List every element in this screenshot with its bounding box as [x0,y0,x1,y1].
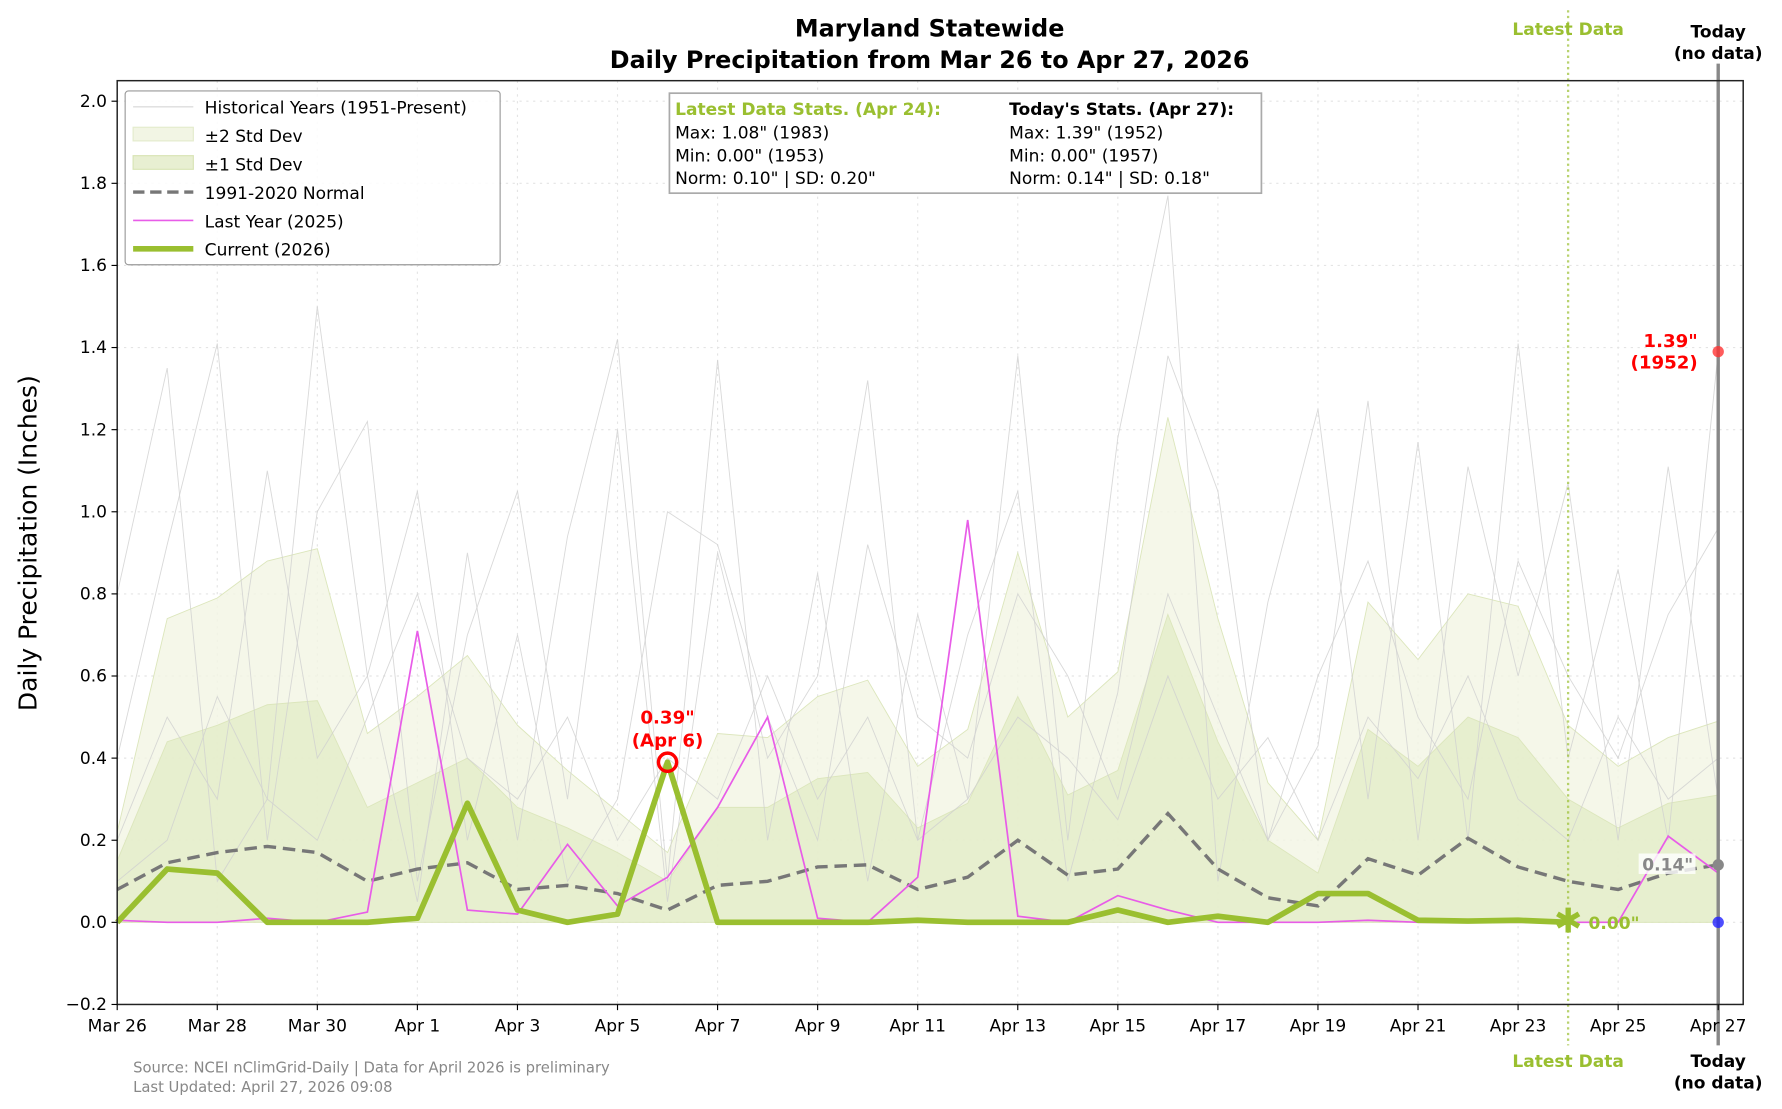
normal-today-label-bg [1638,853,1696,874]
normal-today-label: 0.14" [1642,856,1693,876]
x-tick-label: Apr 15 [1090,1017,1147,1037]
x-tick-label: Apr 7 [695,1017,741,1037]
legend-last-year: Last Year (2025) [205,212,344,232]
x-tick-label: Apr 13 [989,1017,1046,1037]
today-stat-max: Max: 1.39" (1952) [1009,124,1163,144]
latest-data-label-top: Latest Data [1512,20,1624,40]
historical-year-line [116,592,1719,882]
legend: Historical Years (1951-Present) ±2 Std D… [124,90,501,266]
y-tick-label: 0.8 [80,585,107,605]
today-stat-min: Min: 0.00" (1957) [1009,146,1158,166]
legend-normal: 1991-2020 Normal [205,184,365,204]
historical-lines [116,195,1719,902]
x-tick-label: Mar 28 [188,1017,247,1037]
legend-sd2: ±2 Std Dev [205,127,303,147]
legend-historical: Historical Years (1951-Present) [205,99,467,119]
chart-subtitle: Daily Precipitation from Mar 26 to Apr 2… [610,46,1250,74]
latest-data-label-bottom: Latest Data [1512,1052,1624,1072]
historical-year-line [116,195,1719,902]
x-tick-label: Mar 30 [288,1017,347,1037]
normal-today-marker [1712,859,1724,871]
y-tick-label: 2.0 [80,92,107,112]
plot-frame [116,79,1744,1006]
today-label-top: Today [1691,22,1746,42]
today-label-bottom-sub: (no data) [1674,1074,1763,1094]
y-tick-label: 0.0 [80,913,107,933]
min-today-marker [1712,916,1724,929]
current-max-date: (Apr 6) [632,730,704,751]
latest-stat-norm: Norm: 0.10" | SD: 0.20" [675,169,876,189]
x-tick-label: Apr 11 [889,1017,946,1037]
y-tick-label: 1.2 [80,420,107,440]
latest-data-value: 0.00" [1589,914,1640,934]
legend-current: Current (2026) [205,241,331,261]
latest-data-marker: ✱ [1554,902,1583,942]
normal-line [116,811,1719,912]
y-tick-label: 0.6 [80,667,107,687]
y-tick-label: 1.4 [80,338,107,358]
footer-source: Source: NCEI nClimGrid-Daily | Data for … [133,1060,610,1077]
current-max-marker [656,751,679,774]
today-stat-norm: Norm: 0.14" | SD: 0.18" [1009,169,1210,189]
legend-sd2-swatch [132,126,194,142]
x-tick-label: Apr 3 [495,1017,541,1037]
record-year: (1952) [1631,353,1698,374]
current-line [115,759,1569,926]
x-tick-label: Apr 23 [1490,1017,1547,1037]
y-axis-label: Daily Precipitation (Inches) [14,375,43,711]
chart-title: Maryland Statewide [795,14,1065,42]
today-label-top-sub: (no data) [1674,44,1763,64]
latest-stat-min: Min: 0.00" (1953) [675,146,824,166]
x-tick-label: Apr 19 [1290,1017,1347,1037]
y-tick-label: 1.0 [80,502,107,522]
current-max-value: 0.39" [640,708,694,729]
y-tick-label: 0.2 [80,831,107,851]
x-tick-label: Apr 5 [595,1017,641,1037]
y-tick-label: −0.2 [66,995,107,1015]
series-lines [115,519,1719,926]
today-label-bottom: Today [1691,1052,1746,1072]
legend-sd1: ±1 Std Dev [205,155,303,175]
stats-box: Latest Data Stats. (Apr 24): Max: 1.08" … [668,92,1263,195]
x-tick-label: Apr 9 [795,1017,841,1037]
y-tick-label: 1.6 [80,256,107,276]
y-tick-label: 0.4 [80,749,107,769]
axes: −0.2 0.0 0.2 0.4 0.6 0.8 1.0 1.2 1.4 1.6 1.8 2.0 Mar… [66,92,1747,1037]
x-tick-label: Apr 27 [1690,1017,1747,1037]
y-tick-label: 1.8 [80,174,107,194]
x-tick-label: Mar 26 [88,1017,147,1037]
today-stats-title: Today's Stats. (Apr 27): [1009,100,1234,120]
x-tick-label: Apr 21 [1390,1017,1447,1037]
footer-updated: Last Updated: April 27, 2026 09:08 [133,1079,392,1096]
std-dev-bands [116,417,1719,923]
record-marker [1712,345,1724,358]
latest-stats-title: Latest Data Stats. (Apr 24): [675,100,941,120]
x-tick-label: Apr 17 [1190,1017,1247,1037]
latest-stat-max: Max: 1.08" (1983) [675,124,829,144]
x-tick-label: Apr 1 [395,1017,441,1037]
record-value: 1.39" [1643,331,1697,352]
historical-year-line [116,470,1719,883]
x-tick-label: Apr 25 [1590,1017,1647,1037]
legend-sd1-swatch [132,155,194,170]
